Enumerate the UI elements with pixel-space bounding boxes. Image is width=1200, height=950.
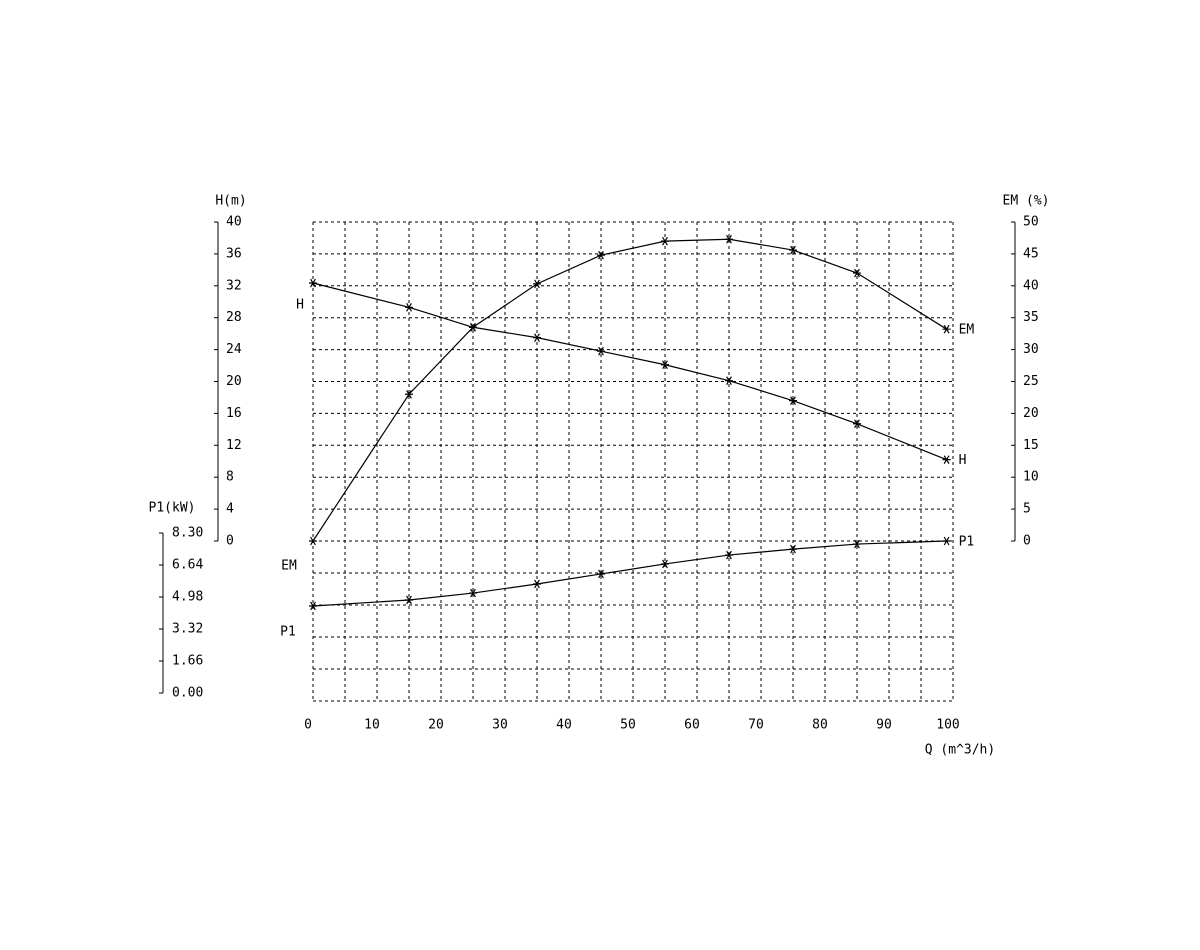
x-tick-label: 50 [620, 718, 636, 733]
point-marker [789, 245, 797, 255]
y2-tick-label: 40 [1023, 278, 1039, 293]
point-marker [725, 234, 733, 244]
point-marker [789, 396, 797, 405]
x-tick-label: 0 [304, 718, 312, 733]
y3-tick-label: 4.98 [172, 590, 203, 605]
series-label: H [959, 453, 967, 468]
point-marker [309, 536, 317, 546]
point-marker [469, 322, 477, 332]
y-axis-title: H(m) [215, 194, 246, 209]
annotation: P1 [280, 625, 296, 640]
y-tick-label: 20 [226, 374, 242, 389]
point-marker [661, 559, 669, 569]
point-marker [942, 455, 951, 464]
point-marker [725, 550, 733, 560]
x-tick-label: 20 [428, 718, 444, 733]
y2-tick-label: 10 [1023, 470, 1039, 485]
point-marker [405, 595, 413, 605]
point-marker [597, 346, 605, 356]
y3-tick-label: 1.66 [172, 654, 203, 669]
y2-tick-label: 5 [1023, 502, 1031, 517]
x-axis-title: Q (m^3/h) [925, 743, 995, 758]
y2-tick-label: 15 [1023, 438, 1039, 453]
y2-axis-title: EM (%) [1003, 194, 1050, 209]
y-tick-label: 24 [226, 342, 242, 357]
x-tick-label: 60 [684, 718, 700, 733]
y-tick-label: 16 [226, 406, 242, 421]
point-marker [853, 268, 861, 278]
point-marker [405, 303, 413, 312]
y-tick-label: 4 [226, 502, 234, 517]
series-label: EM [959, 323, 975, 338]
y3-tick-label: 8.30 [172, 526, 203, 541]
point-marker [661, 360, 669, 370]
series-line [312, 238, 947, 542]
point-marker [533, 579, 541, 589]
x-tick-label: 10 [364, 718, 380, 733]
point-marker [597, 250, 605, 260]
point-marker [942, 324, 951, 334]
annotation: H [296, 298, 304, 313]
x-tick-label: 100 [936, 718, 959, 733]
y-tick-label: 0 [226, 534, 234, 549]
y-tick-label: 32 [226, 278, 242, 293]
y3-tick-label: 3.32 [172, 622, 203, 637]
point-marker [661, 236, 669, 246]
point-marker [597, 569, 605, 579]
point-marker [309, 278, 317, 288]
point-marker [942, 536, 951, 546]
y3-tick-label: 0.00 [172, 686, 203, 701]
point-marker [469, 588, 477, 598]
x-tick-label: 40 [556, 718, 572, 733]
point-marker [789, 544, 797, 554]
y-tick-label: 28 [226, 310, 242, 325]
y-tick-label: 36 [226, 246, 242, 261]
point-marker [533, 279, 541, 289]
point-marker [405, 389, 413, 399]
y2-tick-label: 35 [1023, 310, 1039, 325]
y-tick-label: 8 [226, 470, 234, 485]
x-tick-label: 30 [492, 718, 508, 733]
x-tick-label: 80 [812, 718, 828, 733]
point-marker [309, 601, 317, 611]
y-tick-label: 40 [226, 215, 242, 230]
point-marker [853, 419, 861, 429]
point-marker [853, 539, 861, 549]
y3-axis-title: P1(kW) [149, 501, 196, 516]
y3-tick-label: 6.64 [172, 558, 203, 573]
annotation: EM [281, 559, 297, 574]
x-tick-label: 90 [876, 718, 892, 733]
y2-tick-label: 45 [1023, 246, 1039, 261]
series-line [312, 282, 947, 461]
y-tick-label: 12 [226, 438, 242, 453]
y2-tick-label: 50 [1023, 215, 1039, 230]
series-line [312, 540, 947, 607]
y2-tick-label: 0 [1023, 534, 1031, 549]
y2-tick-label: 20 [1023, 406, 1039, 421]
y2-tick-label: 25 [1023, 374, 1039, 389]
y2-tick-label: 30 [1023, 342, 1039, 357]
series-label: P1 [959, 535, 975, 550]
point-marker [533, 333, 541, 342]
point-marker [725, 376, 733, 386]
x-tick-label: 70 [748, 718, 764, 733]
